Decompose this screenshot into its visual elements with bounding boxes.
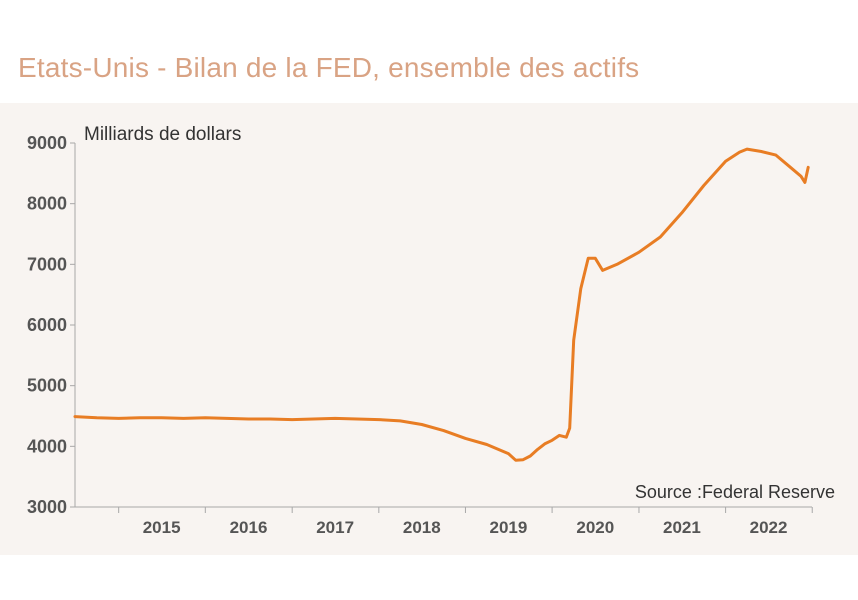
x-tick-label: 2022 [750,518,788,537]
y-tick-label: 7000 [27,254,67,274]
y-tick-label: 3000 [27,497,67,517]
y-tick-label: 4000 [27,436,67,456]
y-tick-label: 8000 [27,194,67,214]
x-tick-label: 2019 [490,518,528,537]
chart-axes [74,143,812,508]
y-axis-unit-label: Milliards de dollars [84,124,241,145]
x-tick-label: 2018 [403,518,441,537]
x-tick-label: 2021 [663,518,701,537]
x-tick-label: 2015 [143,518,181,537]
y-tick-label: 6000 [27,315,67,335]
x-axis-ticks: 2015 2016 2017 2018 2019 2020 2021 2022 [118,507,813,537]
x-tick-label: 2017 [316,518,354,537]
x-tick-label: 2016 [230,518,268,537]
x-tick-label: 2020 [576,518,614,537]
y-tick-label: 9000 [27,133,67,153]
chart-panel [0,103,858,555]
y-axis-ticks: 9000 8000 7000 6000 5000 4000 3000 [27,133,75,517]
chart-title: Etats-Unis - Bilan de la FED, ensemble d… [18,52,640,83]
y-tick-label: 5000 [27,376,67,396]
series-line [73,147,810,462]
source-label: Source :Federal Reserve [635,482,835,502]
